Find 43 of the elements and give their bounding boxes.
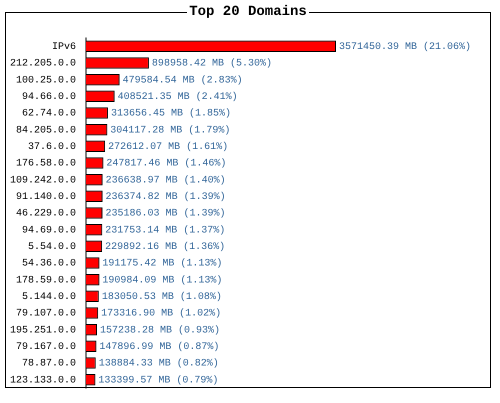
y-tick-label: 178.59.0.0 [16, 275, 76, 286]
data-label: 898958.42 MB (5.30%) [152, 58, 272, 70]
data-label: 3571450.39 MB (21.06%) [339, 40, 472, 53]
y-tick-label: 62.74.0.0 [22, 108, 76, 120]
data-label: 191175.42 MB (1.13%) [102, 258, 222, 270]
data-label: 236374.82 MB (1.39%) [106, 190, 226, 203]
data-label: 313656.45 MB (1.85%) [110, 108, 231, 120]
data-label: 138884.33 MB (0.82%) [98, 358, 219, 370]
y-tick-label: 5.54.0.0 [28, 242, 76, 253]
y-tick-label: 176.58.0.0 [16, 158, 76, 170]
data-label: 408521.35 MB (2.41%) [118, 90, 238, 103]
y-tick-label: 109.242.0.0 [10, 175, 76, 186]
data-label: 231753.14 MB (1.37%) [105, 224, 226, 236]
y-tick-label: 79.107.0.0 [16, 308, 76, 320]
data-label: 247817.46 MB (1.46%) [106, 158, 226, 170]
data-label: 236638.97 MB (1.40%) [106, 174, 226, 186]
y-tick-label: 5.144.0.0 [22, 292, 76, 303]
data-label: 272612.07 MB (1.61%) [108, 140, 228, 153]
y-tick-label: IPv6 [52, 42, 76, 53]
data-label: 479584.54 MB (2.83%) [122, 74, 243, 86]
y-tick-label: 91.140.0.0 [16, 192, 76, 203]
y-tick-label: 94.69.0.0 [22, 225, 76, 236]
y-tick-label: 195.251.0.0 [10, 325, 76, 336]
data-label: 304117.28 MB (1.79%) [110, 124, 230, 136]
data-label: 147896.99 MB (0.87%) [99, 340, 220, 353]
y-tick-label: 94.66.0.0 [22, 92, 76, 103]
data-label: 235186.03 MB (1.39%) [105, 208, 226, 220]
y-tick-label: 100.25.0.0 [16, 75, 76, 86]
data-label: 133399.57 MB (0.79%) [98, 374, 218, 386]
data-label: 173316.90 MB (1.02%) [101, 308, 222, 320]
y-tick-label: 84.205.0.0 [16, 125, 76, 136]
y-tick-label: 54.36.0.0 [22, 258, 76, 270]
y-tick-label: 37.6.0.0 [28, 142, 76, 153]
y-tick-label: 78.87.0.0 [22, 358, 76, 370]
y-tick-label: 79.167.0.0 [16, 342, 76, 353]
y-tick-label: 46.229.0.0 [16, 208, 76, 220]
y-tick-label: 212.205.0.0 [10, 58, 76, 70]
data-label: 183050.53 MB (1.08%) [102, 290, 222, 303]
data-label: 157238.28 MB (0.93%) [100, 324, 220, 336]
y-tick-label: 123.133.0.0 [10, 375, 76, 386]
data-label: 229892.16 MB (1.36%) [105, 240, 226, 253]
chart-title: Top 20 Domains [188, 4, 308, 20]
data-label: 190984.09 MB (1.13%) [102, 274, 222, 286]
